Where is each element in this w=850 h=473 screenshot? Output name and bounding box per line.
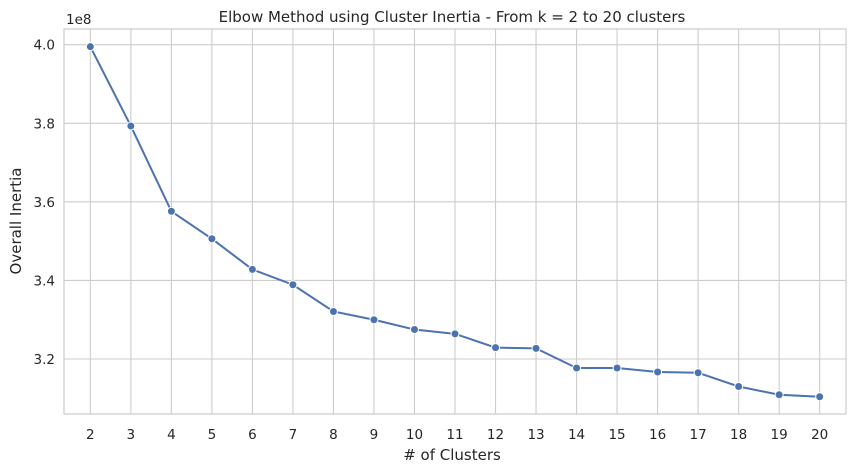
x-axis-label: # of Clusters: [403, 446, 501, 464]
data-point: [166, 206, 176, 216]
y-tick-label: 3.4: [34, 273, 55, 289]
grid: [64, 29, 846, 414]
x-tick-label: 5: [208, 427, 217, 443]
data-point: [531, 343, 541, 353]
x-tick-label: 10: [406, 427, 423, 443]
data-point: [774, 390, 784, 400]
data-point: [653, 367, 663, 377]
data-point: [85, 42, 95, 52]
data-point: [207, 234, 217, 244]
x-tick-label: 2: [86, 427, 95, 443]
x-tick-label: 13: [527, 427, 544, 443]
x-tick-label: 17: [690, 427, 707, 443]
data-point: [409, 325, 419, 335]
x-tick-label: 20: [811, 427, 828, 443]
data-point: [328, 306, 338, 316]
data-point: [247, 264, 257, 274]
x-tick-label: 11: [446, 427, 463, 443]
x-tick-label: 8: [329, 427, 338, 443]
y-tick-label: 3.2: [34, 352, 55, 368]
x-tick-label: 14: [568, 427, 585, 443]
x-tick-label: 6: [248, 427, 257, 443]
y-axis-label: Overall Inertia: [7, 168, 25, 275]
x-tick-label: 15: [608, 427, 625, 443]
chart-title: Elbow Method using Cluster Inertia - Fro…: [219, 8, 686, 26]
x-tick-label: 9: [370, 427, 379, 443]
data-point: [612, 363, 622, 373]
data-point: [450, 329, 460, 339]
data-point: [734, 382, 744, 391]
data-point: [693, 368, 703, 378]
x-tick-label: 3: [127, 427, 136, 443]
x-tick-label: 19: [771, 427, 788, 443]
x-tick-label: 16: [649, 427, 666, 443]
data-point: [815, 392, 825, 402]
y-tick-label: 3.8: [34, 116, 55, 132]
data-point: [288, 280, 298, 290]
y-offset-text: 1e8: [66, 12, 91, 28]
x-tick-label: 4: [167, 427, 176, 443]
data-point: [572, 363, 582, 373]
data-point: [369, 315, 379, 325]
plot-frame: [63, 28, 847, 415]
data-points: [85, 42, 825, 402]
data-point: [491, 343, 501, 353]
data-point: [126, 121, 136, 131]
x-tick-label: 7: [289, 427, 298, 443]
x-tick-label: 18: [730, 427, 747, 443]
tick-labels: 2 3 4 5 6 7 8 9 10 11 12 13 14 15 16 17 18 19 20 3.2 3.4 3.6 3…: [34, 38, 829, 443]
x-tick-label: 12: [487, 427, 504, 443]
y-tick-label: 3.6: [34, 195, 55, 211]
y-tick-label: 4.0: [34, 38, 55, 54]
